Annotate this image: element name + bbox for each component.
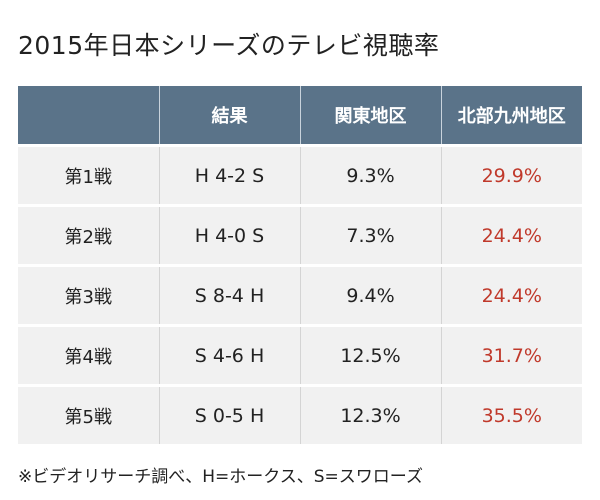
header-result: 結果 — [158, 86, 300, 146]
table-row: 第5戦 S 0-5 H 12.3% 35.5% — [18, 384, 582, 444]
cell-kyushu: 24.4% — [440, 264, 582, 326]
table-header-row: 結果 関東地区 北部九州地区 — [18, 86, 582, 146]
cell-result: S 0-5 H — [158, 384, 300, 444]
table-row: 第3戦 S 8-4 H 9.4% 24.4% — [18, 264, 582, 326]
cell-kyushu: 29.9% — [440, 144, 582, 206]
ratings-table: 結果 関東地区 北部九州地区 第1戦 H 4-2 S 9.3% 29.9% 第2… — [18, 86, 582, 444]
cell-kyushu: 31.7% — [440, 324, 582, 386]
cell-kyushu: 35.5% — [440, 384, 582, 444]
table-row: 第1戦 H 4-2 S 9.3% 29.9% — [18, 144, 582, 206]
cell-kanto: 12.3% — [299, 384, 441, 444]
cell-kanto: 7.3% — [299, 204, 441, 266]
header-game — [18, 86, 159, 146]
page-title: 2015年日本シリーズのテレビ視聴率 — [18, 31, 440, 60]
cell-kyushu: 24.4% — [440, 204, 582, 266]
cell-result: H 4-0 S — [158, 204, 300, 266]
cell-game: 第4戦 — [18, 324, 159, 386]
header-kyushu: 北部九州地区 — [440, 86, 582, 146]
table-row: 第4戦 S 4-6 H 12.5% 31.7% — [18, 324, 582, 386]
cell-kanto: 9.3% — [299, 144, 441, 206]
cell-result: S 4-6 H — [158, 324, 300, 386]
cell-game: 第1戦 — [18, 144, 159, 206]
source-footnote: ※ビデオリサーチ調べ、H=ホークス、S=スワローズ — [18, 467, 423, 487]
cell-game: 第3戦 — [18, 264, 159, 326]
cell-kanto: 9.4% — [299, 264, 441, 326]
cell-kanto: 12.5% — [299, 324, 441, 386]
cell-game: 第5戦 — [18, 384, 159, 444]
cell-result: S 8-4 H — [158, 264, 300, 326]
cell-game: 第2戦 — [18, 204, 159, 266]
table-row: 第2戦 H 4-0 S 7.3% 24.4% — [18, 204, 582, 266]
cell-result: H 4-2 S — [158, 144, 300, 206]
header-kanto: 関東地区 — [299, 86, 441, 146]
